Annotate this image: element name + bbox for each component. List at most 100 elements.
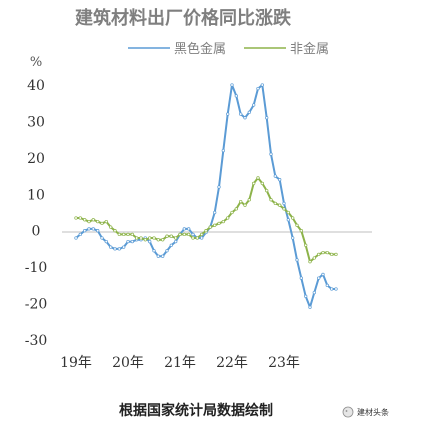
y-tick-label: 0	[32, 224, 41, 240]
data-point	[161, 238, 165, 242]
data-point	[247, 110, 251, 114]
data-point	[247, 198, 251, 202]
data-point	[226, 216, 230, 220]
data-point	[87, 227, 91, 231]
data-point	[213, 210, 217, 215]
x-tick-label: 23年	[268, 355, 300, 371]
data-point	[325, 283, 329, 288]
data-point	[221, 148, 225, 153]
data-point	[109, 245, 113, 249]
data-point	[83, 218, 87, 222]
data-point	[330, 252, 334, 257]
y-tick-label: 20	[27, 151, 45, 167]
data-point	[139, 236, 143, 240]
data-point	[87, 219, 91, 224]
data-point	[260, 83, 264, 87]
data-point	[100, 221, 104, 226]
data-point	[239, 199, 243, 204]
data-point	[182, 227, 186, 231]
data-point	[174, 236, 178, 240]
data-point	[165, 249, 169, 253]
data-point	[312, 256, 316, 260]
data-point	[122, 245, 126, 249]
data-point	[330, 287, 334, 291]
y-axis-unit: %	[30, 55, 42, 70]
data-point	[291, 216, 295, 220]
x-axis-ticks: 19年 20年 21年 22年 23年	[60, 355, 300, 371]
data-point	[230, 83, 234, 87]
data-point	[269, 198, 273, 202]
data-point	[109, 225, 113, 229]
data-point	[282, 207, 286, 211]
data-point	[269, 152, 273, 156]
data-point	[243, 203, 247, 207]
data-point	[334, 287, 338, 291]
data-point	[96, 219, 100, 224]
data-point	[195, 236, 199, 240]
data-point	[169, 243, 173, 247]
data-point	[256, 176, 260, 180]
data-point	[230, 210, 234, 215]
data-point	[308, 305, 312, 309]
data-point	[273, 174, 277, 178]
data-point	[178, 232, 182, 237]
data-point	[83, 229, 87, 233]
data-point	[265, 188, 269, 193]
x-tick-label: 21年	[164, 355, 196, 371]
data-point	[252, 103, 256, 107]
data-point	[122, 232, 126, 237]
data-point	[156, 238, 160, 242]
data-point	[156, 254, 160, 258]
data-point	[91, 227, 95, 231]
data-point	[286, 218, 290, 222]
data-point	[165, 234, 169, 238]
data-point	[126, 232, 130, 237]
data-point	[187, 232, 191, 237]
series-line	[75, 84, 336, 309]
series-1	[74, 176, 338, 264]
data-point	[100, 236, 104, 240]
legend: 黑色金属 非金属	[128, 41, 329, 57]
data-point	[295, 223, 299, 227]
data-point	[78, 232, 82, 237]
y-tick-label: -20	[25, 297, 48, 313]
data-point	[74, 216, 78, 220]
data-point	[334, 252, 338, 257]
data-point	[217, 221, 221, 226]
data-point	[130, 232, 134, 237]
data-point	[113, 247, 117, 251]
data-point	[234, 94, 238, 98]
watermark-label: 建材头条	[357, 407, 389, 417]
data-point	[104, 239, 108, 244]
data-point	[213, 223, 217, 227]
data-point	[152, 236, 156, 240]
data-point	[135, 236, 139, 240]
data-point	[200, 232, 204, 237]
data-point	[304, 243, 308, 247]
data-point	[278, 203, 282, 207]
data-point	[113, 229, 117, 233]
series-0	[74, 83, 338, 309]
data-point	[130, 239, 134, 244]
chart-title: 建筑材料出厂价格同比涨跌	[75, 7, 292, 29]
data-point	[191, 232, 195, 237]
data-point	[117, 247, 121, 251]
data-point	[174, 239, 178, 244]
data-point	[96, 229, 100, 233]
data-point	[321, 272, 325, 277]
data-point	[308, 260, 312, 264]
data-point	[299, 276, 303, 280]
data-point	[161, 254, 165, 258]
y-tick-label: 40	[27, 78, 45, 94]
data-point	[239, 112, 243, 116]
wechat-icon	[342, 406, 354, 418]
data-point	[273, 201, 277, 206]
data-point	[187, 227, 191, 231]
data-point	[278, 178, 282, 182]
data-point	[221, 219, 225, 224]
data-point	[143, 238, 147, 242]
data-point	[252, 181, 256, 186]
data-point	[265, 116, 269, 120]
y-tick-label: 10	[27, 187, 45, 203]
y-tick-label: -30	[25, 333, 48, 349]
